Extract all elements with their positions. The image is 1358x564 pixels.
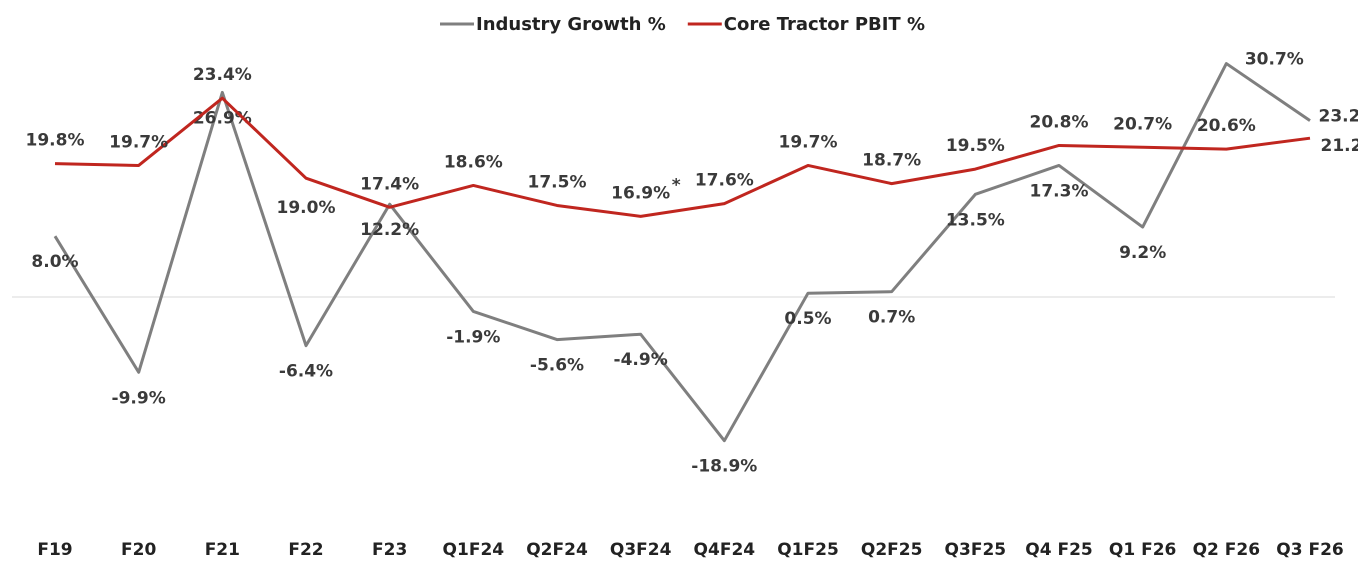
data-label: 17.6%	[695, 171, 754, 191]
data-label: -9.9%	[112, 388, 166, 408]
data-label: -5.6%	[530, 356, 584, 376]
data-label: 21.2%	[1321, 136, 1358, 156]
data-label: 0.5%	[784, 309, 831, 329]
data-label: 8.0%	[31, 252, 78, 272]
x-tick-label: Q1 F26	[1109, 540, 1176, 560]
data-label: -18.9%	[691, 457, 757, 477]
data-label: -1.9%	[446, 327, 500, 347]
series-line	[53, 62, 1311, 443]
x-tick-label: Q4 F25	[1025, 540, 1092, 560]
data-label: 19.5%	[946, 136, 1005, 156]
data-label: 19.7%	[109, 132, 168, 152]
data-label: 17.4%	[360, 174, 419, 194]
data-label: -6.4%	[279, 362, 333, 382]
data-label: 13.5%	[946, 210, 1005, 230]
data-label: 23.4%	[193, 65, 252, 85]
x-tick-label: Q1F25	[777, 540, 839, 560]
data-label: 19.8%	[26, 131, 85, 151]
data-label: 20.8%	[1030, 112, 1089, 132]
x-tick-label: Q3 F26	[1276, 540, 1343, 560]
x-tick-label: Q1F24	[443, 540, 505, 560]
data-label: 0.7%	[868, 308, 915, 328]
legend-label: Industry Growth %	[476, 14, 666, 35]
data-label: 23.2%	[1319, 107, 1358, 127]
x-tick-label: F19	[37, 540, 72, 560]
annotation: *	[672, 175, 681, 195]
data-label: 20.6%	[1197, 116, 1256, 136]
data-label: 12.2%	[360, 220, 419, 240]
x-tick-label: F21	[205, 540, 240, 560]
data-label: 30.7%	[1245, 50, 1304, 70]
data-label: -4.9%	[614, 350, 668, 370]
x-tick-label: Q4F24	[694, 540, 756, 560]
data-label: 19.0%	[277, 198, 336, 218]
data-label: 18.7%	[862, 151, 921, 171]
data-label: 17.3%	[1030, 181, 1089, 201]
data-label: 20.7%	[1113, 114, 1172, 134]
data-label: 17.5%	[528, 172, 587, 192]
data-label: 16.9%	[611, 183, 670, 203]
legend-label: Core Tractor PBIT %	[724, 14, 925, 35]
x-tick-label: F20	[121, 540, 156, 560]
data-label: 18.6%	[444, 152, 503, 172]
x-tick-label: F23	[372, 540, 407, 560]
x-tick-label: Q2 F26	[1193, 540, 1260, 560]
x-tick-label: Q2F25	[861, 540, 923, 560]
data-label: 19.7%	[779, 132, 838, 152]
data-label: 9.2%	[1119, 243, 1166, 263]
x-tick-label: F22	[288, 540, 323, 560]
x-tick-label: Q3F25	[945, 540, 1007, 560]
x-tick-label: Q3F24	[610, 540, 672, 560]
x-tick-label: Q2F24	[526, 540, 588, 560]
series-line	[54, 96, 1311, 218]
